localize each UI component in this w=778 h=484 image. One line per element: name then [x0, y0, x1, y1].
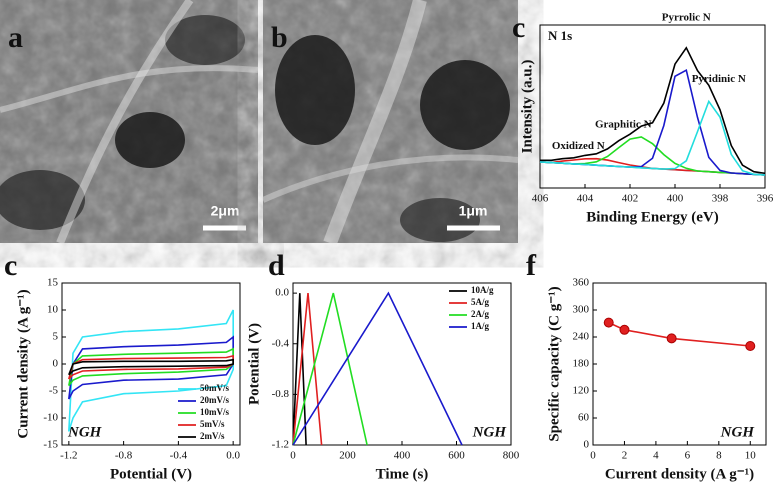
legend-label: 2mV/s	[200, 431, 225, 441]
x-tick-label: 4	[653, 450, 659, 462]
y-tick-label: -0.8	[272, 388, 290, 400]
y-tick-label: -5	[49, 385, 59, 397]
y-tick-label: -0.4	[272, 337, 290, 349]
legend-label: 10A/g	[471, 285, 494, 295]
peak-label: Pyrrolic N	[662, 12, 711, 24]
x-tick-label: 200	[339, 450, 356, 462]
x-tick-label: 10	[745, 450, 757, 462]
x-tick-label: 0	[590, 450, 596, 462]
x-tick-label: -0.4	[170, 450, 188, 462]
x-axis-title: Binding Energy (eV)	[586, 209, 719, 225]
series-line	[608, 321, 751, 347]
x-tick-label: 402	[622, 193, 639, 205]
y-tick-label: 240	[573, 331, 590, 343]
series-line	[539, 99, 766, 176]
series-line	[292, 291, 463, 446]
legend-label: 50mV/s	[200, 383, 229, 393]
sem-image-a: a 2μm	[0, 0, 259, 245]
x-tick-label: 406	[532, 193, 549, 205]
x-tick-label: -0.8	[115, 450, 133, 462]
x-tick-label: 404	[577, 193, 594, 205]
y-axis-title: Potential (V)	[246, 323, 262, 405]
x-tick-label: 0.0	[226, 450, 240, 462]
x-tick-label: 398	[712, 193, 729, 205]
series-line	[540, 46, 766, 175]
x-tick-label: 2	[622, 450, 628, 462]
y-axis-title: Specific capacity (C g⁻¹)	[546, 286, 562, 441]
peak-label: Oxidized N	[552, 140, 605, 152]
y-axis-title: Current density (A g⁻¹)	[15, 289, 31, 438]
legend-label: 1A/g	[471, 321, 490, 331]
y-tick-label: 15	[47, 277, 59, 289]
y-tick-label: 0.0	[275, 287, 289, 299]
y-tick-label: 120	[573, 385, 590, 397]
panel-letter: c	[512, 11, 525, 44]
x-tick-label: -1.2	[60, 450, 77, 462]
scale-bar-label: 2μm	[211, 203, 240, 219]
panel-letter: a	[8, 21, 23, 54]
y-tick-label: 300	[573, 304, 590, 316]
panel-letter: f	[526, 249, 537, 282]
x-axis-title: Time (s)	[376, 466, 429, 482]
x-tick-label: 6	[685, 450, 691, 462]
peak-label: Graphitic N	[595, 119, 652, 131]
marker	[619, 324, 630, 335]
marker	[666, 333, 677, 344]
panel-letter: d	[268, 249, 285, 282]
x-tick-label: 400	[394, 450, 411, 462]
x-tick-label: 8	[716, 450, 722, 462]
plot-frame	[539, 24, 766, 189]
panel-letter: b	[271, 21, 288, 54]
y-tick-label: 0	[584, 439, 590, 451]
annotation: NGH	[472, 424, 508, 440]
x-tick-label: 600	[448, 450, 465, 462]
marker	[603, 317, 614, 328]
x-axis-title: Potential (V)	[110, 466, 192, 482]
y-tick-label: 10	[47, 304, 59, 316]
y-tick-label: 5	[53, 331, 59, 343]
series-line	[292, 293, 307, 446]
chart-title: N 1s	[548, 28, 572, 43]
plot-frame	[292, 282, 512, 446]
y-tick-label: 360	[573, 277, 590, 289]
y-axis-title: Intensity (a.u.)	[519, 60, 535, 154]
legend-label: 10mV/s	[200, 407, 229, 417]
series-line	[68, 358, 234, 376]
y-tick-label: -10	[43, 412, 58, 424]
legend-label: 20mV/s	[200, 395, 229, 405]
y-tick-label: 0	[53, 358, 59, 370]
y-tick-label: 180	[573, 358, 590, 370]
y-tick-label: -1.2	[272, 439, 289, 451]
x-tick-label: 0	[290, 450, 296, 462]
x-axis-title: Current density (A g⁻¹)	[605, 466, 754, 482]
legend-label: 2A/g	[471, 309, 490, 319]
legend-label: 5A/g	[471, 297, 490, 307]
panel-letter: c	[4, 249, 17, 282]
x-tick-label: 396	[757, 193, 774, 205]
sem-image-b: b 1μm	[261, 0, 519, 246]
series-line	[292, 292, 368, 446]
scale-bar-label: 1μm	[459, 203, 488, 219]
y-tick-label: 60	[578, 412, 590, 424]
annotation: NGH	[720, 424, 756, 440]
y-tick-label: -15	[43, 439, 58, 451]
series-line	[292, 293, 323, 446]
x-tick-label: 800	[503, 450, 520, 462]
x-tick-label: 400	[667, 193, 684, 205]
marker	[745, 341, 756, 351]
annotation: NGH	[67, 424, 103, 440]
legend-label: 5mV/s	[200, 419, 225, 429]
plot-frame	[592, 282, 767, 446]
